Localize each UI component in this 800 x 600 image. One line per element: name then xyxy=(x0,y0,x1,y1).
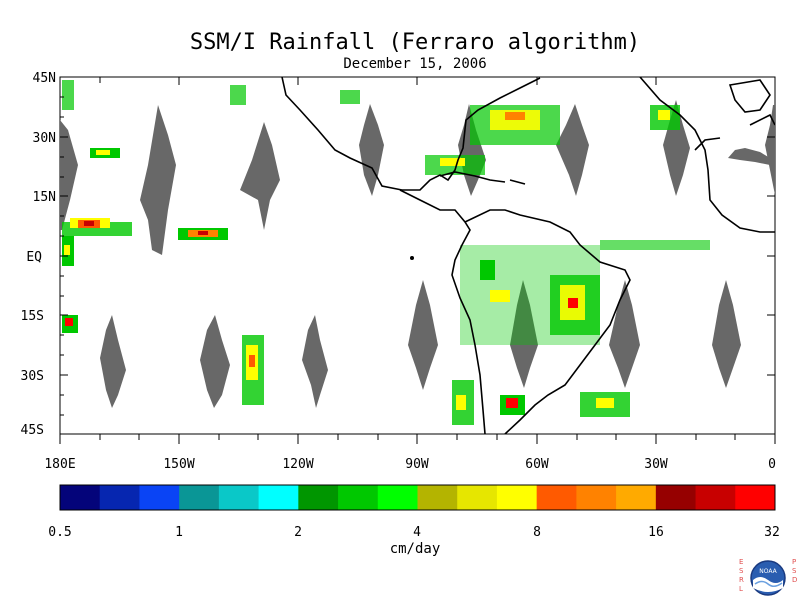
colorbar-label-1: 1 xyxy=(175,525,183,540)
noaa-badge-text: NOAA xyxy=(759,568,777,575)
colorbar-units: cm/day xyxy=(389,541,441,557)
colorbar-swatch xyxy=(179,485,220,510)
lat-label-15s: 15S xyxy=(21,309,44,324)
lon-ticks xyxy=(59,77,776,444)
map-date: December 15, 2006 xyxy=(343,56,487,72)
colorbar-swatch xyxy=(457,485,498,510)
lat-ticks xyxy=(60,76,775,435)
colorbar-swatch xyxy=(655,485,697,510)
colorbar-swatch xyxy=(377,485,418,510)
lat-label-eq: EQ xyxy=(26,250,42,265)
lon-label-150w: 150W xyxy=(163,457,194,472)
colorbar-label-2: 2 xyxy=(294,525,302,540)
colorbar-swatch xyxy=(496,485,538,510)
colorbar-frame xyxy=(59,484,776,511)
colorbar-swatch xyxy=(735,485,776,510)
map-frame xyxy=(59,76,776,435)
lat-label-45n: 45N xyxy=(33,71,56,86)
colorbar-label-3: 4 xyxy=(413,525,421,540)
lon-label-180e: 180E xyxy=(44,457,75,472)
swath-gaps xyxy=(60,100,775,408)
map-title: SSM/I Rainfall (Ferraro algorithm) xyxy=(189,30,641,55)
colorbar-label-6: 32 xyxy=(764,525,780,540)
colorbar-label-0: 0.5 xyxy=(48,525,71,540)
rain-patches xyxy=(62,80,710,425)
lon-label-0: 0 xyxy=(768,457,776,472)
colorbar-swatch xyxy=(695,485,736,510)
colorbar-swatch xyxy=(60,485,101,510)
lat-label-45s: 45S xyxy=(21,423,44,438)
colorbar xyxy=(60,485,776,510)
colorbar-swatch xyxy=(576,485,617,510)
colorbar-label-5: 16 xyxy=(648,525,664,540)
lon-label-60w: 60W xyxy=(525,457,549,472)
lon-label-90w: 90W xyxy=(405,457,429,472)
colorbar-swatch xyxy=(218,485,260,510)
colorbar-swatch xyxy=(536,485,577,510)
colorbar-swatch xyxy=(338,485,379,510)
colorbar-swatch xyxy=(616,485,657,510)
lat-label-15n: 15N xyxy=(33,190,56,205)
lon-label-30w: 30W xyxy=(644,457,668,472)
colorbar-swatch xyxy=(417,485,458,510)
colorbar-swatch xyxy=(258,485,299,510)
lat-label-30n: 30N xyxy=(33,131,56,146)
coastlines xyxy=(281,77,775,434)
colorbar-swatch xyxy=(139,485,180,510)
colorbar-swatch xyxy=(298,485,339,510)
colorbar-swatch xyxy=(99,485,140,510)
lat-label-30s: 30S xyxy=(21,369,44,384)
colorbar-label-4: 8 xyxy=(533,525,541,540)
lon-label-120w: 120W xyxy=(282,457,313,472)
